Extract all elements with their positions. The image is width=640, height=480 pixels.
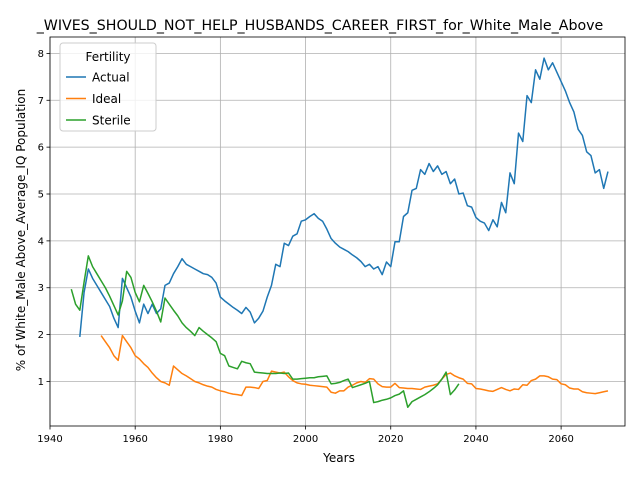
legend-label-sterile: Sterile: [92, 114, 131, 128]
series-line-ideal: [100, 334, 609, 397]
x-tick-label: 2000: [293, 434, 318, 445]
y-tick-label: 1: [38, 377, 44, 388]
plot-frame: [49, 36, 626, 427]
y-tick-label: 3: [38, 283, 44, 294]
legend-label-actual: Actual: [92, 71, 130, 85]
x-axis: 1940 1960 1980 2000 2020 2040 2060: [37, 426, 574, 445]
legend: Fertility Actual Ideal Sterile: [59, 42, 157, 132]
chart-title: _WIVES_SHOULD_NOT_HELP_HUSBANDS_CAREER_F…: [36, 18, 604, 34]
x-tick-label: 1960: [122, 434, 147, 445]
x-tick-label: 1980: [208, 434, 233, 445]
x-axis-label: Years: [322, 451, 355, 465]
x-tick-label: 2020: [378, 434, 403, 445]
y-tick-label: 2: [38, 330, 44, 341]
x-tick-label: 2060: [548, 434, 573, 445]
y-axis: 1 2 3 4 5 6 7 8: [38, 49, 50, 388]
series-line-sterile: [70, 255, 460, 408]
y-tick-label: 8: [38, 49, 44, 60]
grid-lines: [49, 37, 625, 426]
x-tick-label: 1940: [37, 434, 62, 445]
series-line-actual: [79, 57, 609, 338]
y-tick-label: 7: [38, 96, 44, 107]
x-tick-label: 2040: [463, 434, 488, 445]
legend-title: Fertility: [85, 50, 130, 64]
y-axis-label: % of White_Male Above_Average_IQ Populat…: [14, 89, 28, 372]
y-tick-label: 6: [38, 143, 44, 154]
y-tick-label: 5: [38, 190, 44, 201]
legend-items: Actual Ideal Sterile: [66, 71, 131, 128]
series-layer: [70, 57, 609, 408]
y-tick-label: 4: [38, 236, 44, 247]
legend-box: [59, 42, 157, 132]
legend-label-ideal: Ideal: [92, 92, 121, 106]
